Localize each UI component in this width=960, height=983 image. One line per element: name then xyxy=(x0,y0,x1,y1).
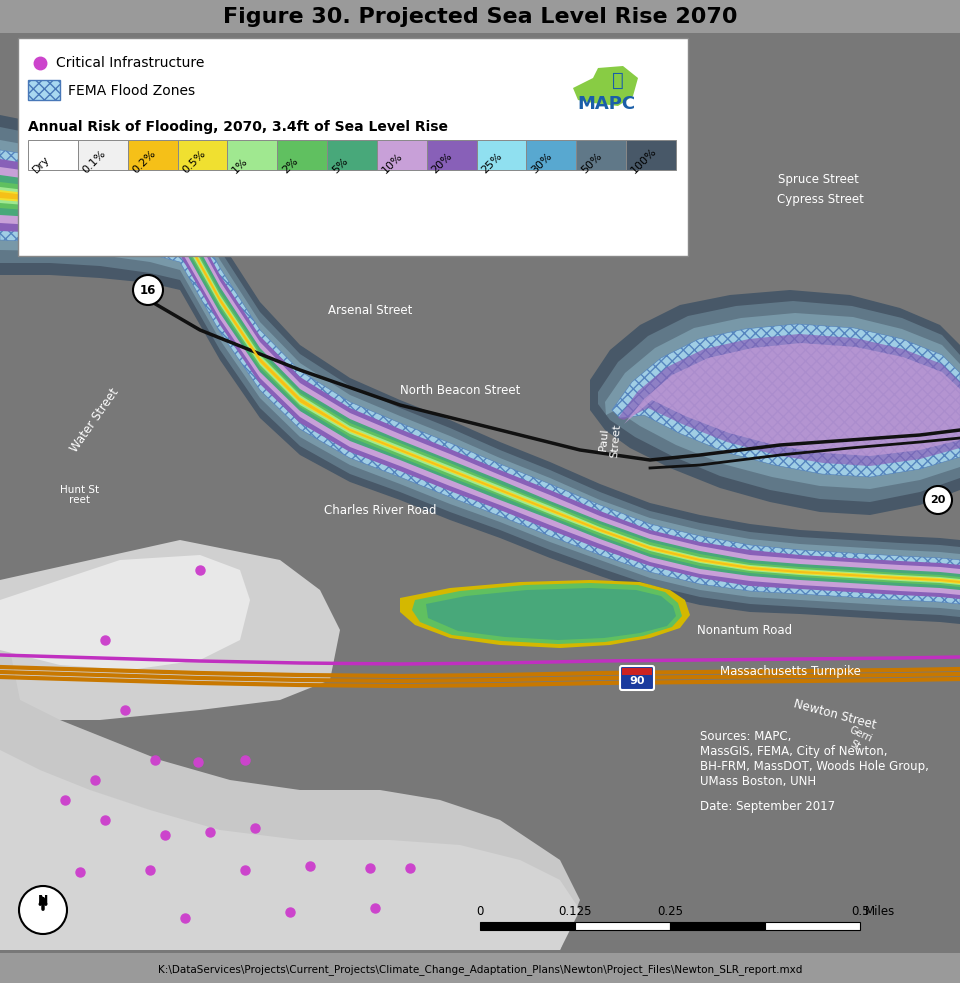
Text: 1%: 1% xyxy=(230,155,250,175)
Polygon shape xyxy=(0,127,960,617)
Bar xyxy=(575,922,670,930)
Text: FEMA Flood Zones: FEMA Flood Zones xyxy=(68,84,195,98)
Text: Hunt St
reet: Hunt St reet xyxy=(60,485,100,505)
Polygon shape xyxy=(590,290,960,515)
Polygon shape xyxy=(0,600,580,950)
Polygon shape xyxy=(412,583,682,644)
Bar xyxy=(480,922,575,930)
Text: Miles: Miles xyxy=(865,905,896,918)
Text: 20%: 20% xyxy=(430,150,454,175)
Polygon shape xyxy=(618,334,960,466)
Text: Dry: Dry xyxy=(31,154,52,175)
Bar xyxy=(576,140,626,170)
Polygon shape xyxy=(0,167,960,595)
Polygon shape xyxy=(605,313,960,489)
Text: 25%: 25% xyxy=(480,150,504,175)
Text: K:\DataServices\Projects\Current_Projects\Climate_Change_Adaptation_Plans\Newton: K:\DataServices\Projects\Current_Project… xyxy=(157,964,803,975)
Circle shape xyxy=(19,886,67,934)
Bar xyxy=(327,140,377,170)
Text: Massachusetts Turnpike: Massachusetts Turnpike xyxy=(720,665,860,678)
Bar xyxy=(377,140,427,170)
Polygon shape xyxy=(0,159,960,599)
Bar xyxy=(277,140,327,170)
Text: Newton Street: Newton Street xyxy=(792,698,877,732)
Bar xyxy=(626,140,676,170)
Text: Critical Infrastructure: Critical Infrastructure xyxy=(56,56,204,70)
Circle shape xyxy=(924,486,952,514)
Text: 🐦: 🐦 xyxy=(612,71,624,89)
Polygon shape xyxy=(0,175,960,590)
Text: 0.5%: 0.5% xyxy=(180,148,207,175)
Bar xyxy=(78,140,128,170)
Polygon shape xyxy=(598,301,960,502)
Text: Date: September 2017: Date: September 2017 xyxy=(700,800,835,813)
Text: Arsenal Street: Arsenal Street xyxy=(327,304,412,317)
Bar xyxy=(28,80,60,100)
Text: 10%: 10% xyxy=(380,150,404,175)
Text: N: N xyxy=(37,894,48,906)
Polygon shape xyxy=(400,580,690,648)
Text: 0: 0 xyxy=(476,905,484,918)
Text: 16: 16 xyxy=(140,283,156,297)
Text: Sources: MAPC,
MassGIS, FEMA, City of Newton,
BH-FRM, MassDOT, Woods Hole Group,: Sources: MAPC, MassGIS, FEMA, City of Ne… xyxy=(700,730,929,788)
Text: 0.5: 0.5 xyxy=(851,905,869,918)
Text: 30%: 30% xyxy=(530,150,554,175)
Text: 0.2%: 0.2% xyxy=(131,147,157,175)
Bar xyxy=(0,0,960,33)
Polygon shape xyxy=(573,66,638,106)
Text: 0.1%: 0.1% xyxy=(81,148,108,175)
FancyBboxPatch shape xyxy=(620,666,654,690)
Text: MAPC: MAPC xyxy=(577,95,636,113)
Text: Cypress Street: Cypress Street xyxy=(777,194,863,206)
Text: North Beacon Street: North Beacon Street xyxy=(399,383,520,396)
Bar xyxy=(765,922,860,930)
Bar xyxy=(622,668,652,675)
Text: 20: 20 xyxy=(930,495,946,505)
Bar xyxy=(670,922,765,930)
Text: Gerri
St: Gerri St xyxy=(843,725,874,755)
Polygon shape xyxy=(0,140,960,610)
Bar xyxy=(128,140,178,170)
Polygon shape xyxy=(624,343,960,456)
Text: Spruce Street: Spruce Street xyxy=(778,174,858,187)
Text: 50%: 50% xyxy=(579,150,604,175)
Text: Figure 30. Projected Sea Level Rise 2070: Figure 30. Projected Sea Level Rise 2070 xyxy=(223,7,737,27)
Polygon shape xyxy=(0,192,960,583)
Polygon shape xyxy=(0,115,960,624)
Text: 0.125: 0.125 xyxy=(559,905,591,918)
Bar xyxy=(476,140,526,170)
Text: 90: 90 xyxy=(629,676,645,686)
Bar xyxy=(427,140,476,170)
Polygon shape xyxy=(0,187,960,585)
Text: Annual Risk of Flooding, 2070, 3.4ft of Sea Level Rise: Annual Risk of Flooding, 2070, 3.4ft of … xyxy=(28,120,448,134)
Polygon shape xyxy=(0,750,580,950)
Text: 0.25: 0.25 xyxy=(657,905,683,918)
Text: 5%: 5% xyxy=(330,155,349,175)
Text: Water Street: Water Street xyxy=(68,385,122,454)
Text: 100%: 100% xyxy=(629,145,659,175)
Text: 2%: 2% xyxy=(280,155,300,175)
Polygon shape xyxy=(612,324,960,477)
Bar xyxy=(228,140,277,170)
Text: nut Street: nut Street xyxy=(613,194,666,216)
Bar xyxy=(0,953,960,983)
Text: Paul
Street: Paul Street xyxy=(598,422,622,458)
Text: Nonantum Road: Nonantum Road xyxy=(697,623,793,637)
Polygon shape xyxy=(0,150,960,604)
Polygon shape xyxy=(426,588,676,640)
Polygon shape xyxy=(0,190,960,584)
Bar xyxy=(526,140,576,170)
Circle shape xyxy=(133,275,163,305)
Polygon shape xyxy=(0,555,250,670)
Bar xyxy=(18,38,688,256)
Text: Charles River Road: Charles River Road xyxy=(324,503,436,516)
Bar xyxy=(178,140,228,170)
Bar xyxy=(28,140,78,170)
Polygon shape xyxy=(0,540,340,720)
Polygon shape xyxy=(0,182,960,587)
